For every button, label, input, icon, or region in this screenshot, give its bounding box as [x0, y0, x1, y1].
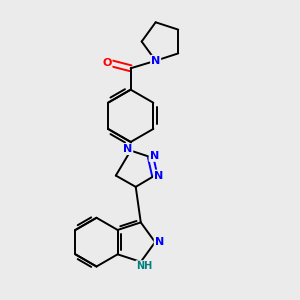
Text: N: N: [149, 151, 159, 161]
Text: NH: NH: [136, 261, 152, 271]
Text: N: N: [154, 236, 164, 247]
Text: O: O: [102, 58, 112, 68]
Text: N: N: [123, 144, 132, 154]
Text: N: N: [154, 171, 163, 181]
Text: N: N: [151, 56, 160, 66]
